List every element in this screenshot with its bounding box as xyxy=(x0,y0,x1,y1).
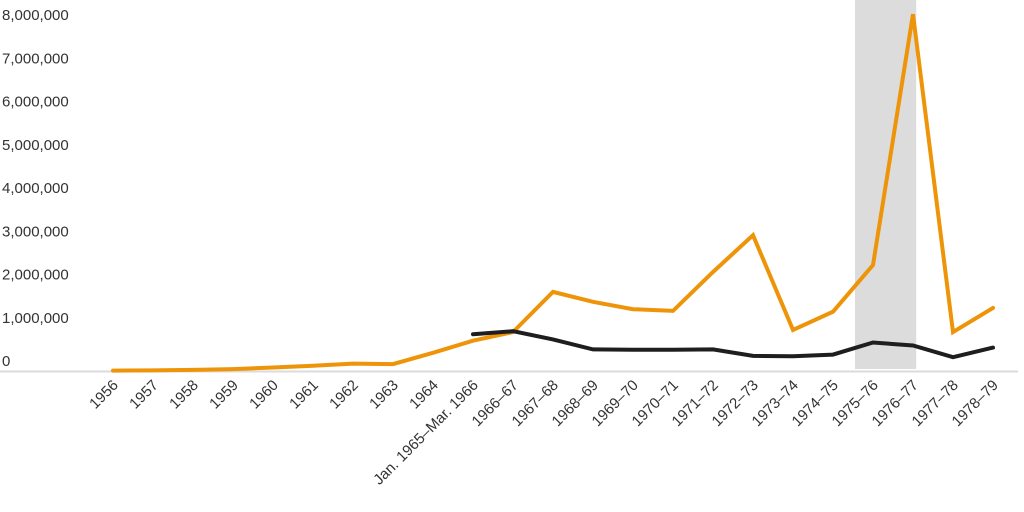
x-tick-label: 1963 xyxy=(366,377,402,413)
x-tick-label: 1957 xyxy=(126,377,162,413)
x-tick-label: 1964 xyxy=(406,377,442,413)
y-tick-label: 6,000,000 xyxy=(2,94,69,111)
series-black-line xyxy=(471,329,995,360)
x-tick-label: 1960 xyxy=(246,377,282,413)
y-tick-label: 3,000,000 xyxy=(2,223,69,240)
y-tick-label: 5,000,000 xyxy=(2,137,69,154)
y-tick-label: 8,000,000 xyxy=(2,7,69,24)
y-tick-label: 1,000,000 xyxy=(2,310,69,327)
x-tick-label: 1962 xyxy=(326,377,362,413)
x-tick-label: 1961 xyxy=(286,377,322,413)
y-tick-label: 4,000,000 xyxy=(2,180,69,197)
y-tick-label: 7,000,000 xyxy=(2,50,69,67)
y-tick-label: 0 xyxy=(2,353,10,370)
y-tick-label: 2,000,000 xyxy=(2,267,69,284)
x-tick-label: 1958 xyxy=(166,377,202,413)
x-tick-label: 1956 xyxy=(86,377,122,413)
series-orange-line xyxy=(111,13,995,373)
x-tick-label: 1959 xyxy=(206,377,242,413)
